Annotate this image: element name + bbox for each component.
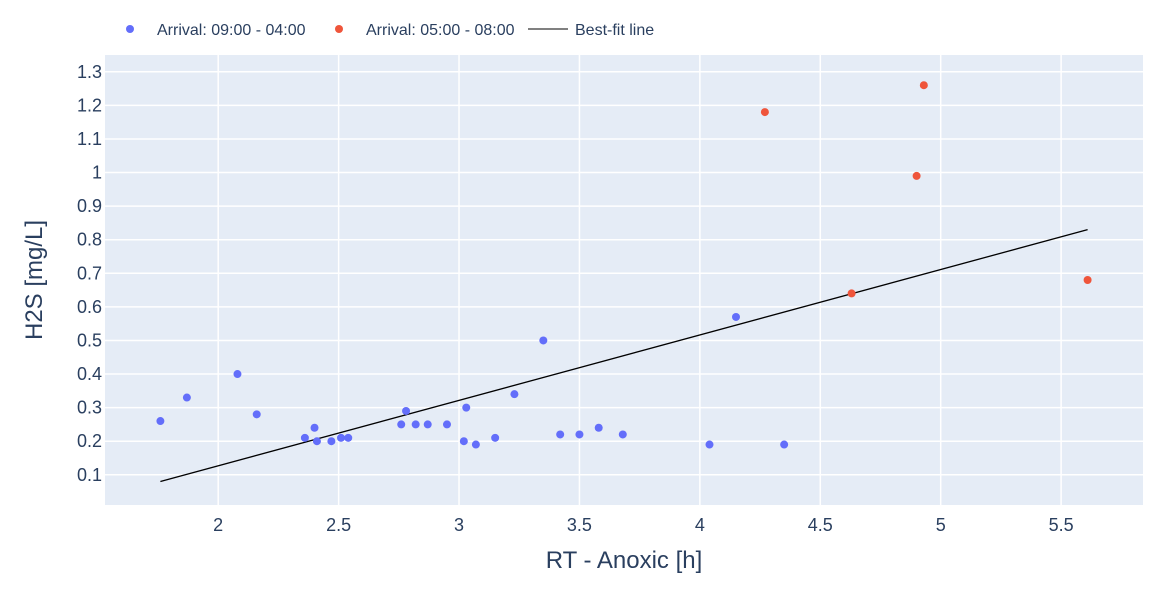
data-point-series-a[interactable] xyxy=(780,440,789,449)
y-tick-label: 0.8 xyxy=(77,230,102,250)
data-point-series-a[interactable] xyxy=(575,430,584,439)
x-tick-label: 5 xyxy=(936,515,946,535)
data-point-series-b[interactable] xyxy=(760,108,769,117)
data-point-series-a[interactable] xyxy=(539,336,548,345)
data-point-series-a[interactable] xyxy=(423,420,432,429)
data-point-series-a[interactable] xyxy=(182,393,191,402)
gridlines xyxy=(105,55,1143,505)
y-tick-label: 1.1 xyxy=(77,129,102,149)
y-axis-title: H2S [mg/L] xyxy=(21,220,48,340)
data-point-series-a[interactable] xyxy=(300,433,309,442)
data-point-series-b[interactable] xyxy=(1083,276,1092,284)
x-tick-label: 4.5 xyxy=(808,515,833,535)
y-tick-label: 0.2 xyxy=(77,431,102,451)
y-tick-label: 0.9 xyxy=(77,196,102,216)
legend-label-series-a: Arrival: 09:00 - 04:00 xyxy=(157,22,306,39)
y-tick-label: 0.7 xyxy=(77,263,102,283)
y-tick-label: 1.2 xyxy=(77,95,102,115)
y-tick-label: 1.3 xyxy=(77,62,102,82)
data-point-series-a[interactable] xyxy=(442,420,451,429)
data-point-series-a[interactable] xyxy=(510,390,519,399)
legend-label-series-b: Arrival: 05:00 - 08:00 xyxy=(366,22,515,39)
x-tick-label: 3 xyxy=(454,515,464,535)
data-point-series-a[interactable] xyxy=(594,423,603,432)
x-tick-label: 5.5 xyxy=(1049,515,1074,535)
data-point-series-a[interactable] xyxy=(705,440,714,449)
data-point-series-a[interactable] xyxy=(252,410,261,419)
legend: Arrival: 09:00 - 04:00 Arrival: 05:00 - … xyxy=(126,22,654,39)
data-point-series-a[interactable] xyxy=(312,437,321,446)
data-point-series-b[interactable] xyxy=(847,289,856,298)
data-point-series-a[interactable] xyxy=(471,440,480,449)
legend-label-best-fit: Best-fit line xyxy=(575,22,654,39)
data-point-series-a[interactable] xyxy=(310,423,319,432)
legend-marker-series-b xyxy=(335,25,343,33)
data-point-series-a[interactable] xyxy=(731,312,740,321)
data-point-series-a[interactable] xyxy=(337,433,346,442)
x-tick-label: 3.5 xyxy=(567,515,592,535)
data-point-series-a[interactable] xyxy=(459,437,468,446)
y-tick-label: 0.6 xyxy=(77,297,102,317)
data-point-series-a[interactable] xyxy=(156,417,165,426)
data-point-series-a[interactable] xyxy=(327,437,336,446)
data-point-series-a[interactable] xyxy=(233,370,242,379)
legend-item-best-fit[interactable]: Best-fit line xyxy=(528,22,654,39)
data-point-series-b[interactable] xyxy=(919,81,928,90)
data-point-series-a[interactable] xyxy=(411,420,420,429)
x-tick-label: 2.5 xyxy=(326,515,351,535)
data-point-series-b[interactable] xyxy=(912,171,921,180)
x-axis-ticks: 2 2.5 3 3.5 4 4.5 5 5.5 xyxy=(213,515,1073,535)
data-point-series-a[interactable] xyxy=(344,433,353,442)
plot-area xyxy=(105,55,1143,505)
legend-marker-series-a xyxy=(126,25,134,33)
y-axis-ticks: 0.1 0.2 0.3 0.4 0.5 0.6 0.7 0.8 0.9 1 1.1 1.2 1.3 xyxy=(77,62,102,485)
data-point-series-a[interactable] xyxy=(462,403,471,412)
data-point-series-a[interactable] xyxy=(491,433,500,442)
legend-item-series-b[interactable]: Arrival: 05:00 - 08:00 xyxy=(335,22,515,39)
y-tick-label: 0.1 xyxy=(77,465,102,485)
data-points xyxy=(156,81,1092,449)
y-tick-label: 0.4 xyxy=(77,364,102,384)
data-point-series-a[interactable] xyxy=(397,420,406,429)
y-tick-label: 0.5 xyxy=(77,330,102,350)
x-axis-title: RT - Anoxic [h] xyxy=(546,547,703,574)
y-tick-label: 1 xyxy=(92,163,102,183)
legend-item-series-a[interactable]: Arrival: 09:00 - 04:00 xyxy=(126,22,306,39)
x-tick-label: 2 xyxy=(213,515,223,535)
x-tick-label: 4 xyxy=(695,515,705,535)
data-point-series-a[interactable] xyxy=(556,430,565,439)
data-point-series-a[interactable] xyxy=(402,406,411,415)
y-tick-label: 0.3 xyxy=(77,398,102,418)
data-point-series-a[interactable] xyxy=(618,430,627,439)
